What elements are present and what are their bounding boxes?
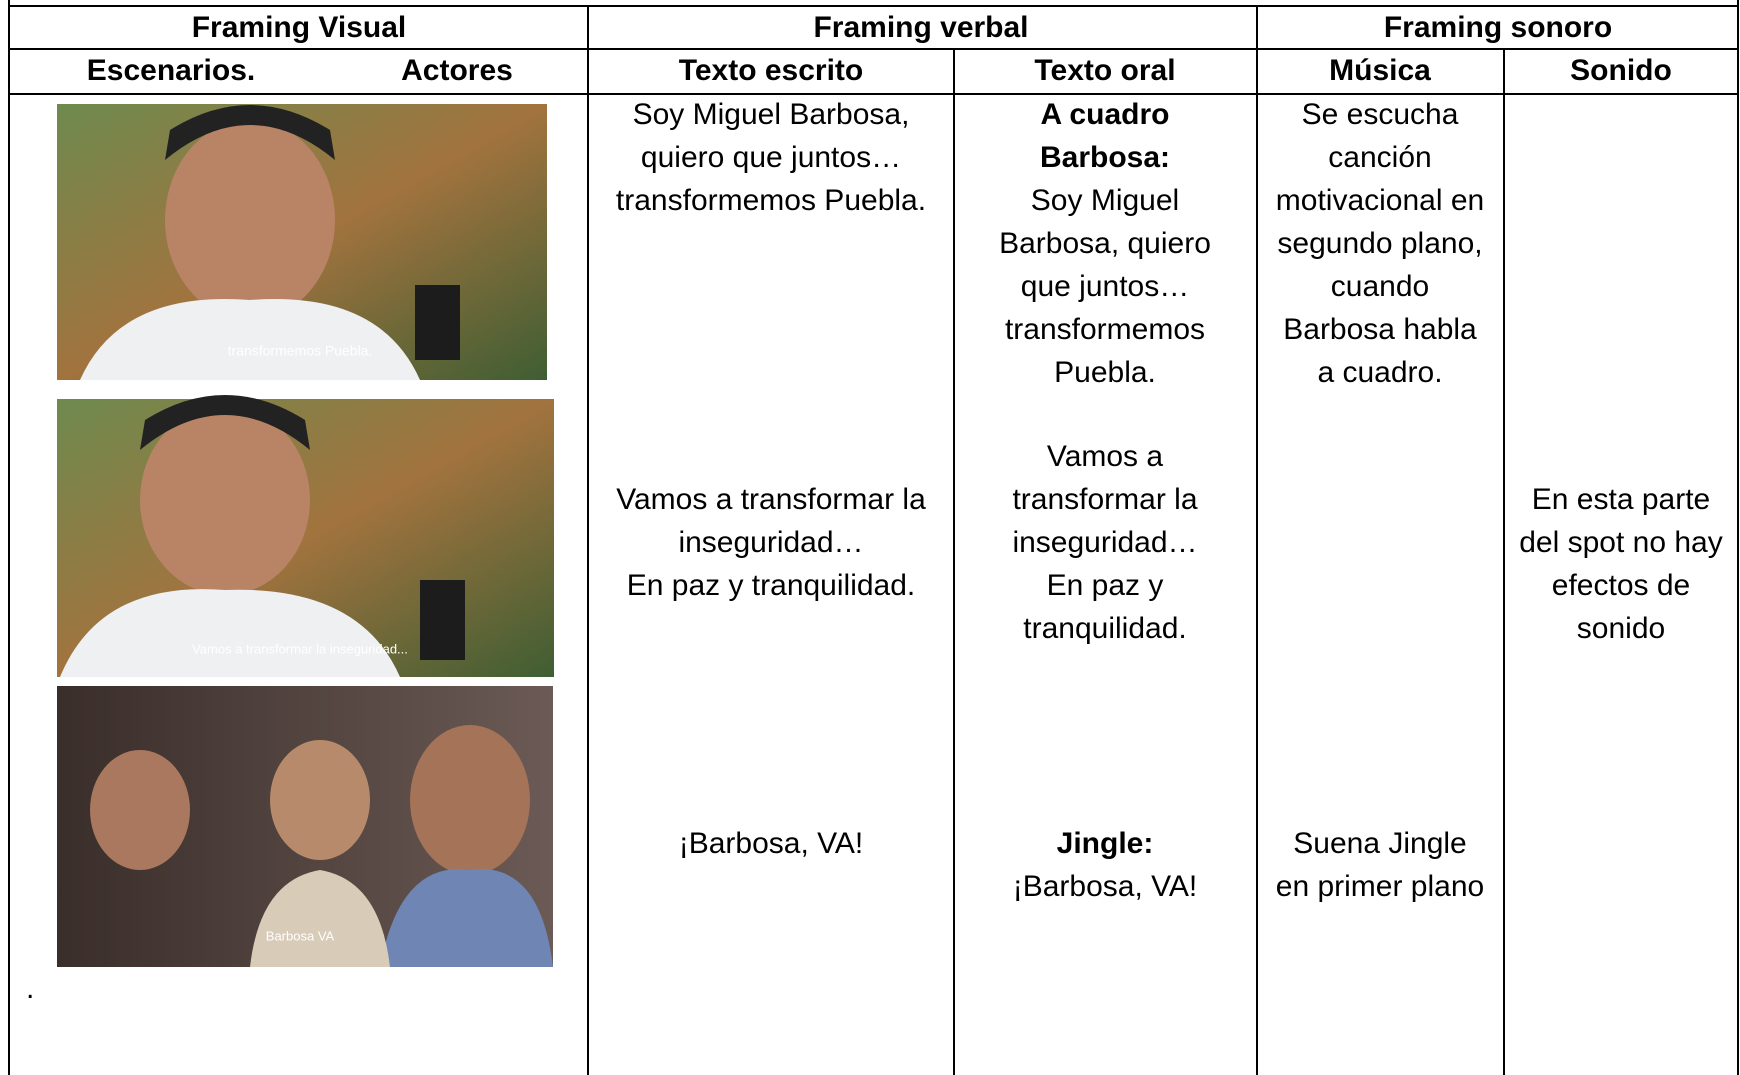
cell-text: En paz y tranquilidad. [627,569,916,602]
cell-text: cuando [1331,270,1429,303]
image-3 [57,686,553,967]
cell-heading: Jingle: [1057,827,1154,860]
cell-text: en primer plano [1276,870,1484,903]
cell-text: Barbosa habla [1283,313,1477,346]
cell-text: transformemos Puebla. [616,184,926,217]
cell-text: sonido [1577,612,1665,645]
image-caption: Vamos a transformar la inseguridad... [192,641,408,656]
cell-heading: Barbosa: [1040,141,1170,174]
image-1 [57,104,547,380]
cell-heading: A cuadro [1041,98,1170,131]
cell-text: del spot no hay [1519,526,1722,559]
cell-text: ¡Barbosa, VA! [1013,870,1198,903]
image-caption: transformemos Puebla. [228,343,373,359]
cell-text: a cuadro. [1317,356,1442,389]
cell-text: Vamos a transformar la [616,483,926,516]
table-lines [8,0,1739,1075]
group-header: Framing sonoro [1384,11,1612,44]
sub-header: Sonido [1570,54,1672,87]
cell-text: motivacional en [1276,184,1484,217]
cell-text: Soy Miguel [1031,184,1179,217]
cell-text: Vamos a [1047,440,1163,473]
cell-text: Puebla. [1054,356,1156,389]
sub-header: Escenarios. [87,54,255,87]
group-header: Framing Visual [192,11,407,44]
cell-text: transformemos [1005,313,1205,346]
cell-text: inseguridad… [678,526,863,559]
cell-text: Se escucha [1302,98,1459,131]
cell-text: Soy Miguel Barbosa, [633,98,910,131]
cell-text: En paz y [1047,569,1164,602]
cell-text: que juntos… [1021,270,1189,303]
sub-header: Actores [401,54,513,87]
sub-header: Texto escrito [679,54,864,87]
group-header: Framing verbal [813,11,1028,44]
cell-text: canción [1328,141,1431,174]
cell-text: En esta parte [1532,483,1710,516]
image-2 [57,395,554,677]
sub-header: Música [1329,54,1431,87]
cell-text: tranquilidad. [1023,612,1186,645]
cell-text: ¡Barbosa, VA! [679,827,864,860]
cell-text: efectos de [1552,569,1690,602]
cell-text: Suena Jingle [1293,827,1466,860]
cell-text: transformar la [1012,483,1197,516]
footnote: . [26,972,34,1005]
cell-text: inseguridad… [1012,526,1197,559]
cell-text: segundo plano, [1277,227,1482,260]
cell-text: Barbosa, quiero [999,227,1211,260]
sub-header: Texto oral [1034,54,1175,87]
image-caption: Barbosa VA [266,928,335,943]
cell-text: quiero que juntos… [641,141,901,174]
